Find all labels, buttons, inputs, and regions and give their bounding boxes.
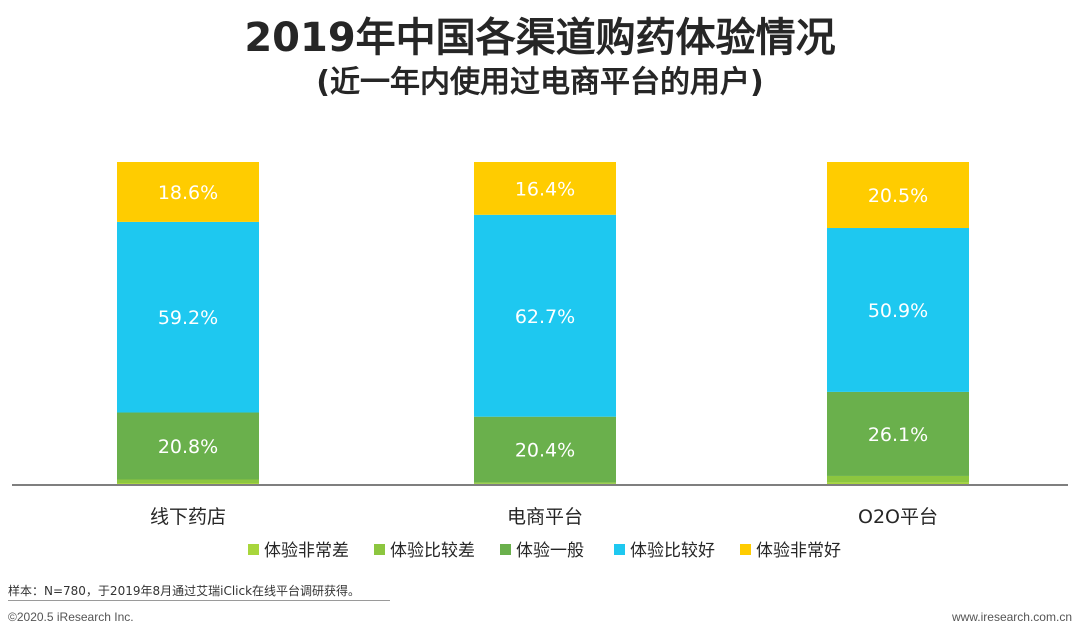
bar-segment <box>827 475 969 483</box>
legend-label: 体验非常好 <box>756 541 841 561</box>
x-tick-label: 线下药店 <box>150 506 226 528</box>
legend-label: 体验一般 <box>516 541 584 561</box>
x-tick-label: 电商平台 <box>507 506 583 528</box>
data-label: 18.6% <box>158 182 218 204</box>
legend-swatch <box>374 544 385 555</box>
x-tick-label: O2O平台 <box>858 506 938 528</box>
copyright: ©2020.5 iResearch Inc. <box>8 610 134 624</box>
data-label: 50.9% <box>868 300 928 322</box>
bar-segment <box>827 162 969 229</box>
bar-segment <box>474 162 616 215</box>
bar-segment <box>827 391 969 476</box>
data-label: 26.1% <box>868 424 928 446</box>
data-label: 20.4% <box>515 440 575 462</box>
legend-swatch <box>500 544 511 555</box>
legend-swatch <box>614 544 625 555</box>
data-label: 20.8% <box>158 436 218 458</box>
bar-segment <box>117 412 259 480</box>
data-label: 20.5% <box>868 185 928 207</box>
chart-title: 2019年中国各渠道购药体验情况 <box>244 15 836 61</box>
legend-swatch <box>740 544 751 555</box>
bar-segment <box>117 221 259 413</box>
bar-segment <box>117 483 259 484</box>
bar-segment <box>117 162 259 222</box>
bar-segment <box>474 214 616 417</box>
data-label: 16.4% <box>515 178 575 200</box>
website-link[interactable]: www.iresearch.com.cn <box>951 610 1072 624</box>
legend-label: 体验非常差 <box>264 541 349 561</box>
legend-label: 体验比较差 <box>390 541 475 561</box>
data-label: 59.2% <box>158 307 218 329</box>
legend-label: 体验比较好 <box>630 541 715 561</box>
bar-segment <box>827 228 969 392</box>
source-note: 样本：N=780，于2019年8月通过艾瑞iClick在线平台调研获得。 <box>8 584 361 598</box>
legend-swatch <box>248 544 259 555</box>
data-label: 62.7% <box>515 306 575 328</box>
source-divider <box>8 600 390 601</box>
bar-segment <box>117 479 259 484</box>
stacked-bar-chart: 20.8% 59.2% 18.6% 线下药店 20.4% 62.7% 16.4% 电商平台 26… <box>12 162 1068 561</box>
chart-subtitle: (近一年内使用过电商平台的用户) <box>316 65 764 100</box>
bar-segment <box>827 482 969 484</box>
bar-segment <box>474 416 616 483</box>
bar-segment <box>474 482 616 484</box>
